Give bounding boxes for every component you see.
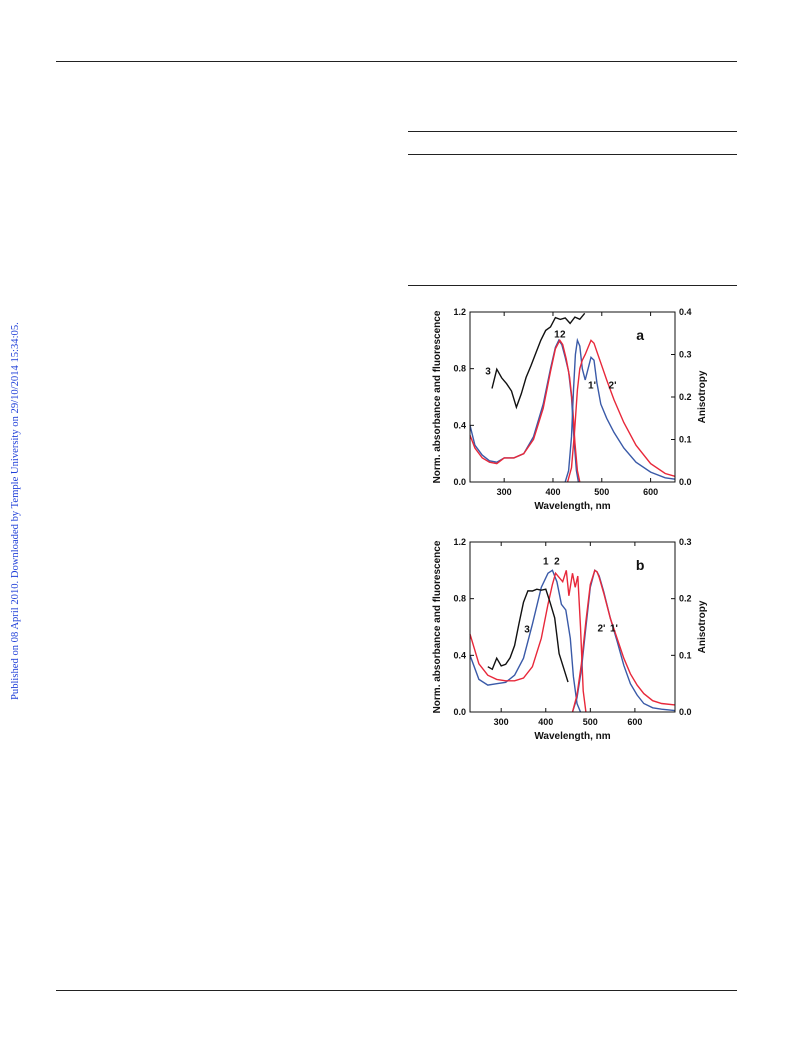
y-axis-label: Norm. absorbance and fluorescence: [432, 540, 443, 713]
y2-tick-label: 0.2: [679, 594, 692, 604]
y-axis-label: Norm. absorbance and fluorescence: [432, 310, 443, 483]
y2-axis-label: Anisotropy: [697, 600, 708, 653]
x-tick-label: 500: [594, 487, 609, 497]
curve-annotation: 1': [610, 623, 618, 634]
curve-annotation: 1': [588, 381, 596, 392]
series-line-red-3: [566, 339, 676, 483]
y-tick-label: 0.4: [453, 420, 466, 430]
series-line-red-1: [469, 570, 587, 713]
series-line-blue-2: [564, 337, 676, 483]
series-line-black-4: [491, 312, 586, 410]
y2-tick-label: 0.1: [679, 435, 692, 445]
curve-annotation: 2': [597, 623, 605, 634]
plot-frame: [469, 541, 676, 713]
y-tick-label: 0.8: [453, 594, 466, 604]
y-tick-label: 0.8: [453, 364, 466, 374]
y-tick-label: 0.4: [453, 650, 466, 660]
y2-tick-label: 0.1: [679, 650, 692, 660]
y-tick-label: 0.0: [453, 707, 466, 717]
y2-axis-label: Anisotropy: [697, 370, 708, 423]
series-line-red-3: [571, 569, 676, 713]
x-tick-label: 400: [538, 717, 553, 727]
figure-panel-a: 300 400 500 600 0.0 0.4 0.8 1.2 0.0 0.1 0.2 0.3 0.4 W…: [432, 307, 708, 512]
x-axis-label: Wavelength, nm: [534, 731, 610, 742]
y2-tick-label: 0.2: [679, 392, 692, 402]
table-bottom-rule: [408, 285, 737, 286]
x-tick-label: 600: [643, 487, 658, 497]
series-line-red-1: [469, 338, 581, 483]
panel-label: a: [636, 327, 644, 343]
x-tick-label: 600: [627, 717, 642, 727]
y2-tick-label: 0.3: [679, 350, 692, 360]
x-tick-label: 400: [545, 487, 560, 497]
x-tick-label: 500: [583, 717, 598, 727]
y2-tick-label: 0.0: [679, 707, 692, 717]
curve-annotation: 3: [524, 625, 530, 636]
curve-annotation: 1: [543, 557, 549, 568]
curve-annotation: 2: [554, 557, 560, 568]
y2-tick-label: 0.3: [679, 537, 692, 547]
y2-tick-label: 0.0: [679, 477, 692, 487]
series-line-blue-2: [571, 569, 676, 713]
panel-label: b: [636, 557, 645, 573]
footer-rule: [56, 990, 737, 991]
x-axis-label: Wavelength, nm: [534, 501, 610, 512]
header-rule: [56, 61, 737, 62]
y2-tick-label: 0.4: [679, 307, 692, 317]
curve-annotation: 3: [485, 366, 491, 377]
series-line-blue-0: [469, 569, 582, 713]
y-tick-label: 0.0: [453, 477, 466, 487]
curve-annotation: 1: [554, 330, 560, 341]
x-tick-label: 300: [497, 487, 512, 497]
y-tick-label: 1.2: [453, 537, 466, 547]
y-tick-label: 1.2: [453, 307, 466, 317]
table-top-rule: [408, 131, 737, 132]
figure-panel-b: 300 400 500 600 0.0 0.4 0.8 1.2 0.0 0.1 0.2 0.3 Wave…: [432, 537, 708, 742]
download-notice: Published on 08 April 2010. Downloaded b…: [10, 322, 21, 700]
curve-annotation: 2': [609, 381, 617, 392]
series-line-black-4: [487, 588, 569, 683]
x-tick-label: 300: [494, 717, 509, 727]
curve-annotation: 2: [560, 330, 566, 341]
table-header-rule: [408, 154, 737, 155]
